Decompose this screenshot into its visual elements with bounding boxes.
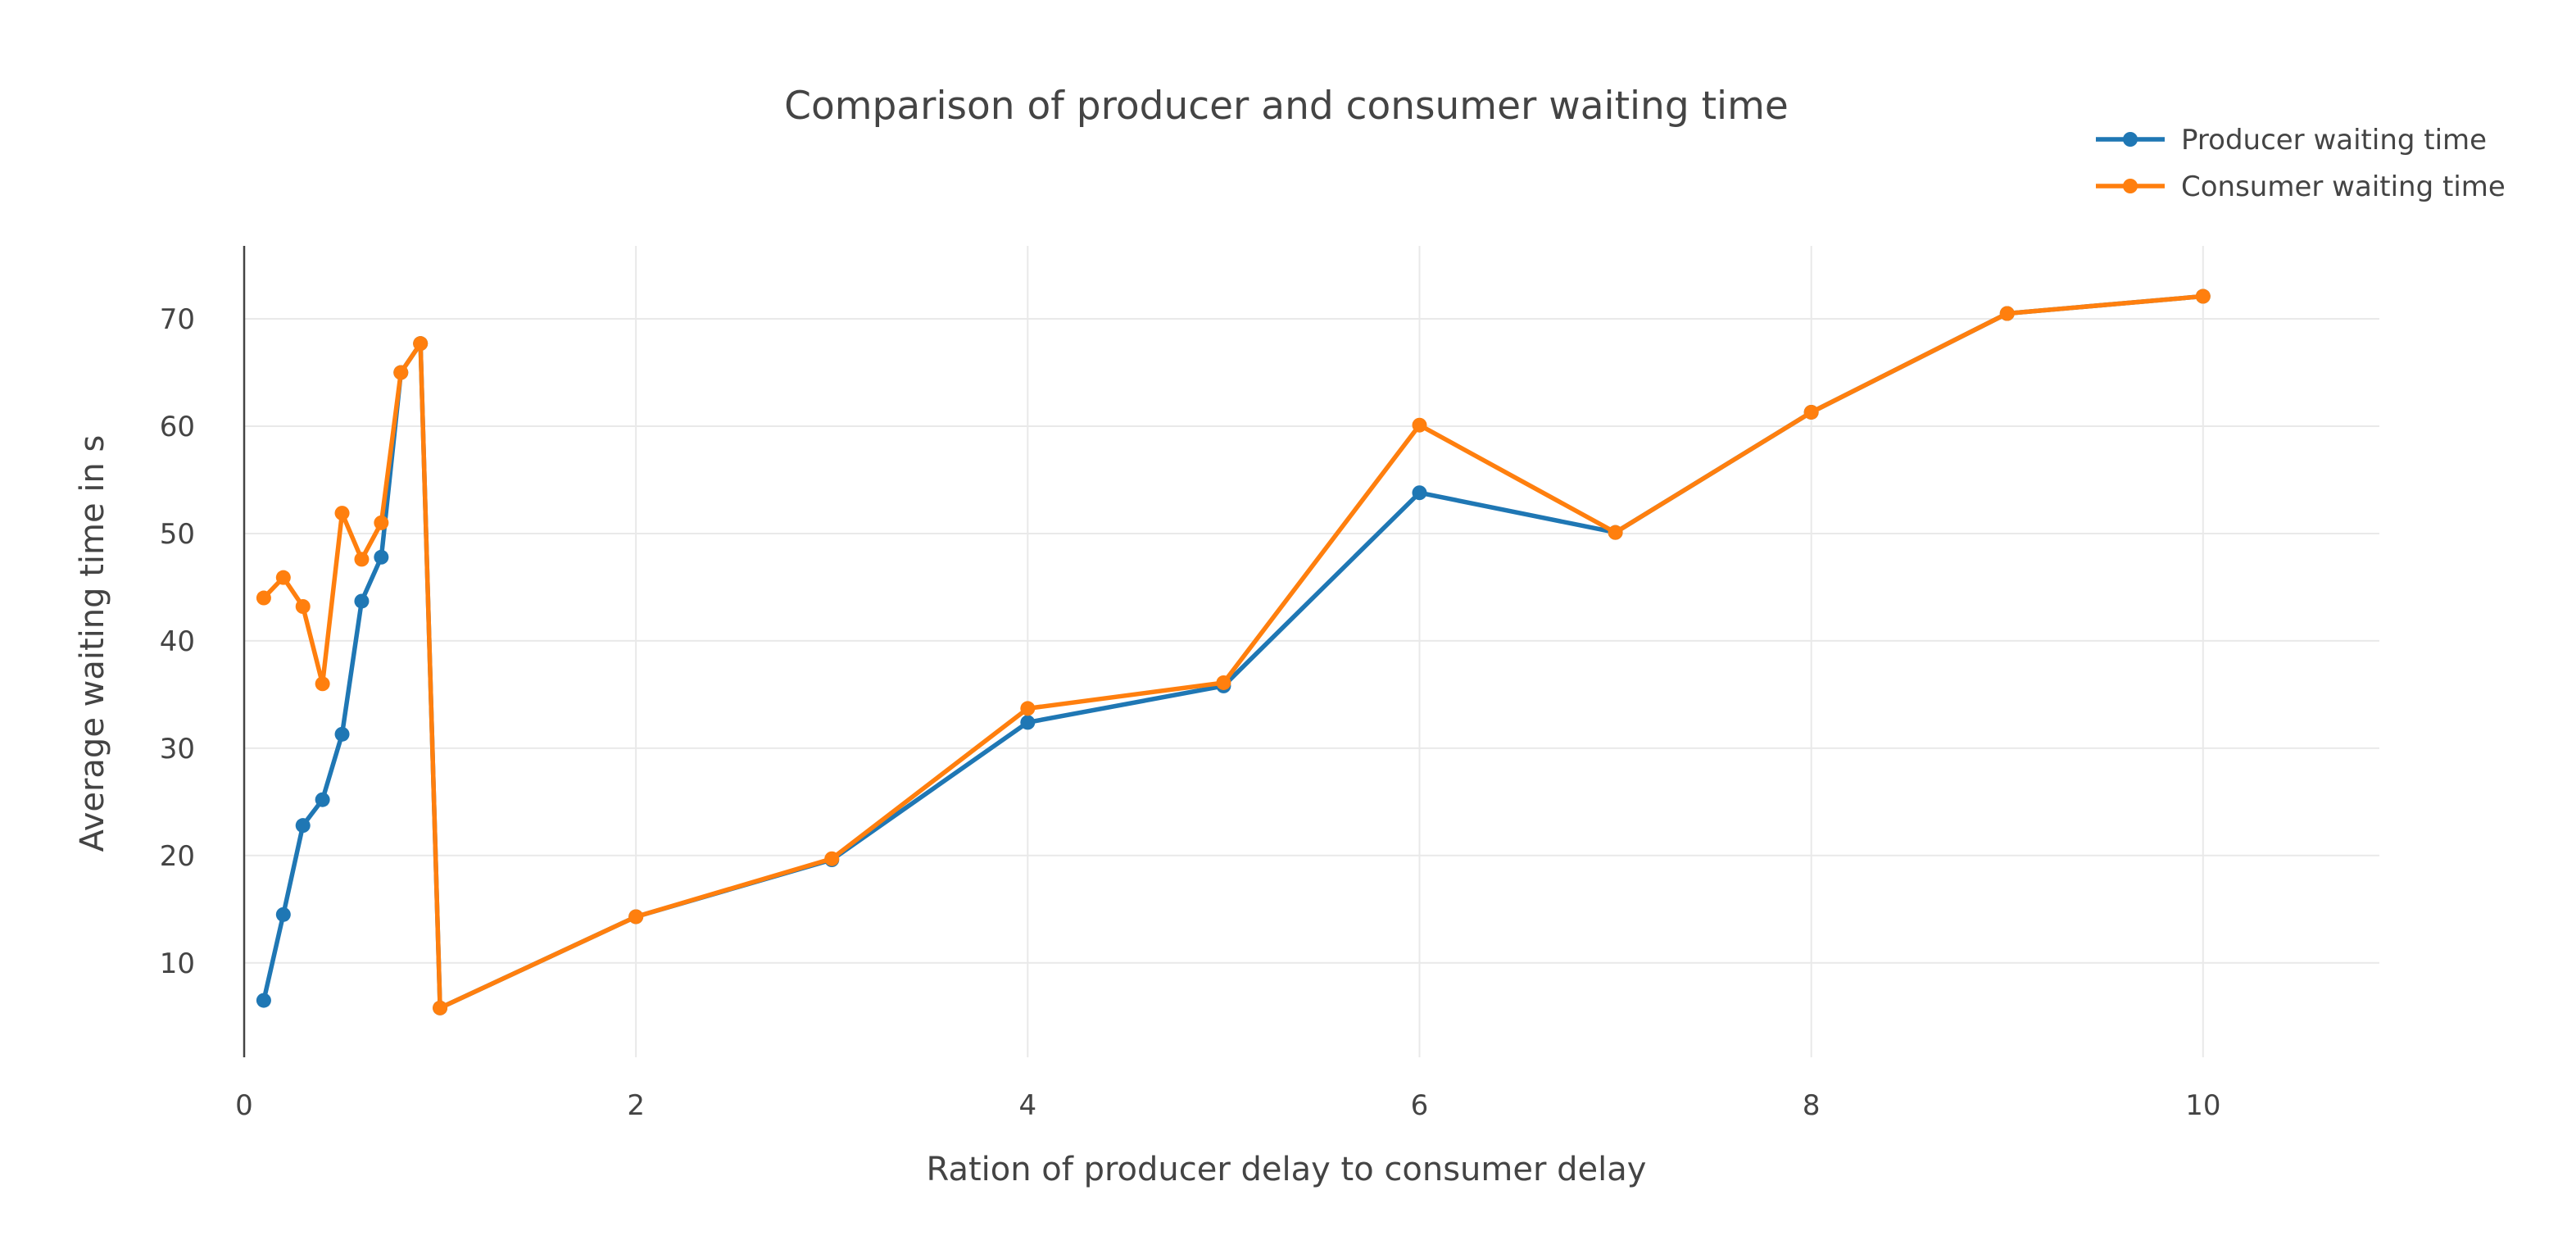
- data-point: [1608, 525, 1623, 540]
- chart-title: Comparison of producer and consumer wait…: [784, 84, 1789, 129]
- x-tick-label: 8: [1803, 1089, 1821, 1122]
- data-point: [354, 552, 370, 567]
- data-point: [1412, 485, 1427, 501]
- y-tick-label: 60: [160, 411, 195, 443]
- x-tick-label: 6: [1411, 1089, 1429, 1122]
- x-tick-label: 2: [627, 1089, 645, 1122]
- data-point: [315, 676, 330, 692]
- data-point: [824, 851, 840, 866]
- data-point: [1020, 715, 1036, 730]
- data-point: [256, 590, 271, 606]
- data-point: [1216, 675, 1231, 690]
- data-point: [334, 506, 350, 521]
- legend-item: Consumer waiting time: [2096, 170, 2506, 203]
- data-point: [1020, 701, 1036, 716]
- x-tick-label: 10: [2185, 1089, 2220, 1122]
- y-tick-label: 70: [160, 303, 195, 336]
- data-point: [2195, 289, 2211, 304]
- data-point: [295, 818, 311, 834]
- x-axis-title: Ration of producer delay to consumer del…: [927, 1151, 1647, 1188]
- y-axis-title: Average waiting time in s: [74, 435, 111, 852]
- data-point: [334, 726, 350, 742]
- x-tick-label: 4: [1019, 1089, 1037, 1122]
- legend-label: Consumer waiting time: [2181, 170, 2506, 203]
- data-point: [374, 515, 389, 530]
- axes: 0 2 4 6 8 10 10 20 30 40 50 60 70: [160, 246, 2220, 1122]
- legend-item: Producer waiting time: [2096, 124, 2487, 157]
- data-point: [1803, 404, 1819, 420]
- legend-label: Producer waiting time: [2181, 124, 2487, 157]
- data-point: [275, 906, 291, 922]
- legend-marker: [2123, 132, 2138, 147]
- data-point: [374, 549, 389, 565]
- series-group: [256, 289, 2211, 1015]
- data-point: [413, 336, 429, 352]
- data-point: [354, 593, 370, 609]
- data-point: [433, 1000, 448, 1015]
- data-point: [315, 792, 330, 807]
- legend-marker: [2123, 179, 2138, 193]
- series-2: [256, 289, 2211, 1015]
- data-point: [1999, 306, 2015, 321]
- data-point: [1412, 417, 1427, 433]
- x-tick-label: 0: [235, 1089, 253, 1122]
- y-tick-label: 50: [160, 518, 195, 551]
- data-point: [393, 365, 409, 380]
- data-point: [295, 599, 311, 614]
- gridlines: [244, 246, 2379, 1057]
- data-point: [256, 993, 271, 1008]
- y-tick-label: 30: [160, 733, 195, 766]
- y-tick-label: 20: [160, 840, 195, 873]
- data-point: [628, 909, 644, 925]
- legend: Producer waiting time Consumer waiting ti…: [2096, 124, 2506, 203]
- y-tick-label: 40: [160, 625, 195, 658]
- data-point: [275, 570, 291, 585]
- y-tick-label: 10: [160, 947, 195, 980]
